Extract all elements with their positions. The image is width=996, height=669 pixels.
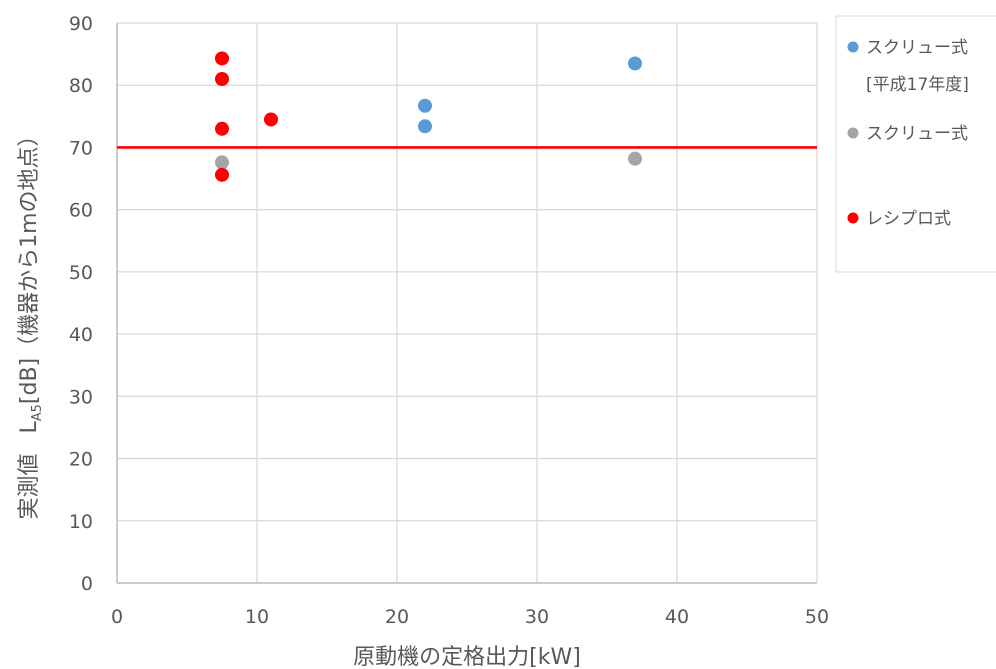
data-point-series-2: [215, 121, 229, 136]
y-tick-label: 70: [69, 137, 93, 159]
legend-label-screw-h17: スクリュー式: [866, 38, 968, 58]
legend-marker-reciprocating: [847, 212, 859, 224]
x-tick-label: 20: [385, 606, 409, 628]
x-tick-label: 30: [525, 606, 549, 628]
data-point-series-2: [215, 72, 229, 86]
data-point-series-2: [215, 167, 229, 182]
x-tick-label: 40: [665, 606, 689, 628]
legend-label-reciprocating: レシプロ式: [866, 209, 951, 229]
y-axis-title-subscript: A5: [30, 404, 45, 421]
data-point-series-1: [628, 151, 642, 166]
legend-marker-screw: [847, 127, 859, 139]
data-point-series-2: [264, 112, 278, 127]
y-axis-title-rest: [dB]（機器から1mの地点）: [17, 124, 42, 404]
y-tick-labels: 0 10 20 30 40 50 60 70 80 90: [69, 13, 93, 595]
y-axis-title: 実測値 LA5[dB]（機器から1mの地点）: [17, 124, 45, 519]
y-axis-title-symbol: L: [17, 421, 42, 434]
y-tick-label: 30: [69, 386, 93, 408]
data-point-series-0: [418, 98, 432, 113]
y-tick-label: 50: [69, 262, 93, 284]
y-tick-label: 80: [69, 75, 93, 97]
y-axis-title-prefix: 実測値: [17, 454, 42, 520]
x-tick-label: 10: [245, 606, 269, 628]
legend-label-screw-h17-year: [平成17年度]: [866, 75, 969, 95]
data-point-series-2: [215, 51, 229, 66]
axes: [116, 23, 817, 584]
x-tick-label: 50: [805, 606, 829, 628]
y-tick-label: 10: [69, 511, 93, 533]
y-tick-label: 20: [69, 449, 93, 471]
legend-label-screw: スクリュー式: [866, 124, 968, 144]
x-tick-label: 0: [111, 606, 123, 628]
y-tick-label: 60: [69, 200, 93, 222]
data-point-series-0: [628, 56, 642, 71]
grid-lines: [116, 22, 818, 584]
y-tick-label: 90: [69, 13, 93, 35]
y-tick-label: 0: [81, 573, 93, 595]
data-point-series-0: [418, 119, 432, 134]
y-tick-label: 40: [69, 324, 93, 346]
legend-marker-screw-h17: [847, 41, 859, 53]
legend-box: [835, 15, 996, 273]
x-axis-title: 原動機の定格出力[kW]: [353, 645, 581, 669]
x-tick-labels: 0 10 20 30 40 50: [111, 606, 829, 628]
legend: スクリュー式 [平成17年度] スクリュー式 レシプロ式: [835, 15, 996, 273]
data-point-series-1: [215, 155, 229, 170]
data-points: [215, 51, 642, 182]
